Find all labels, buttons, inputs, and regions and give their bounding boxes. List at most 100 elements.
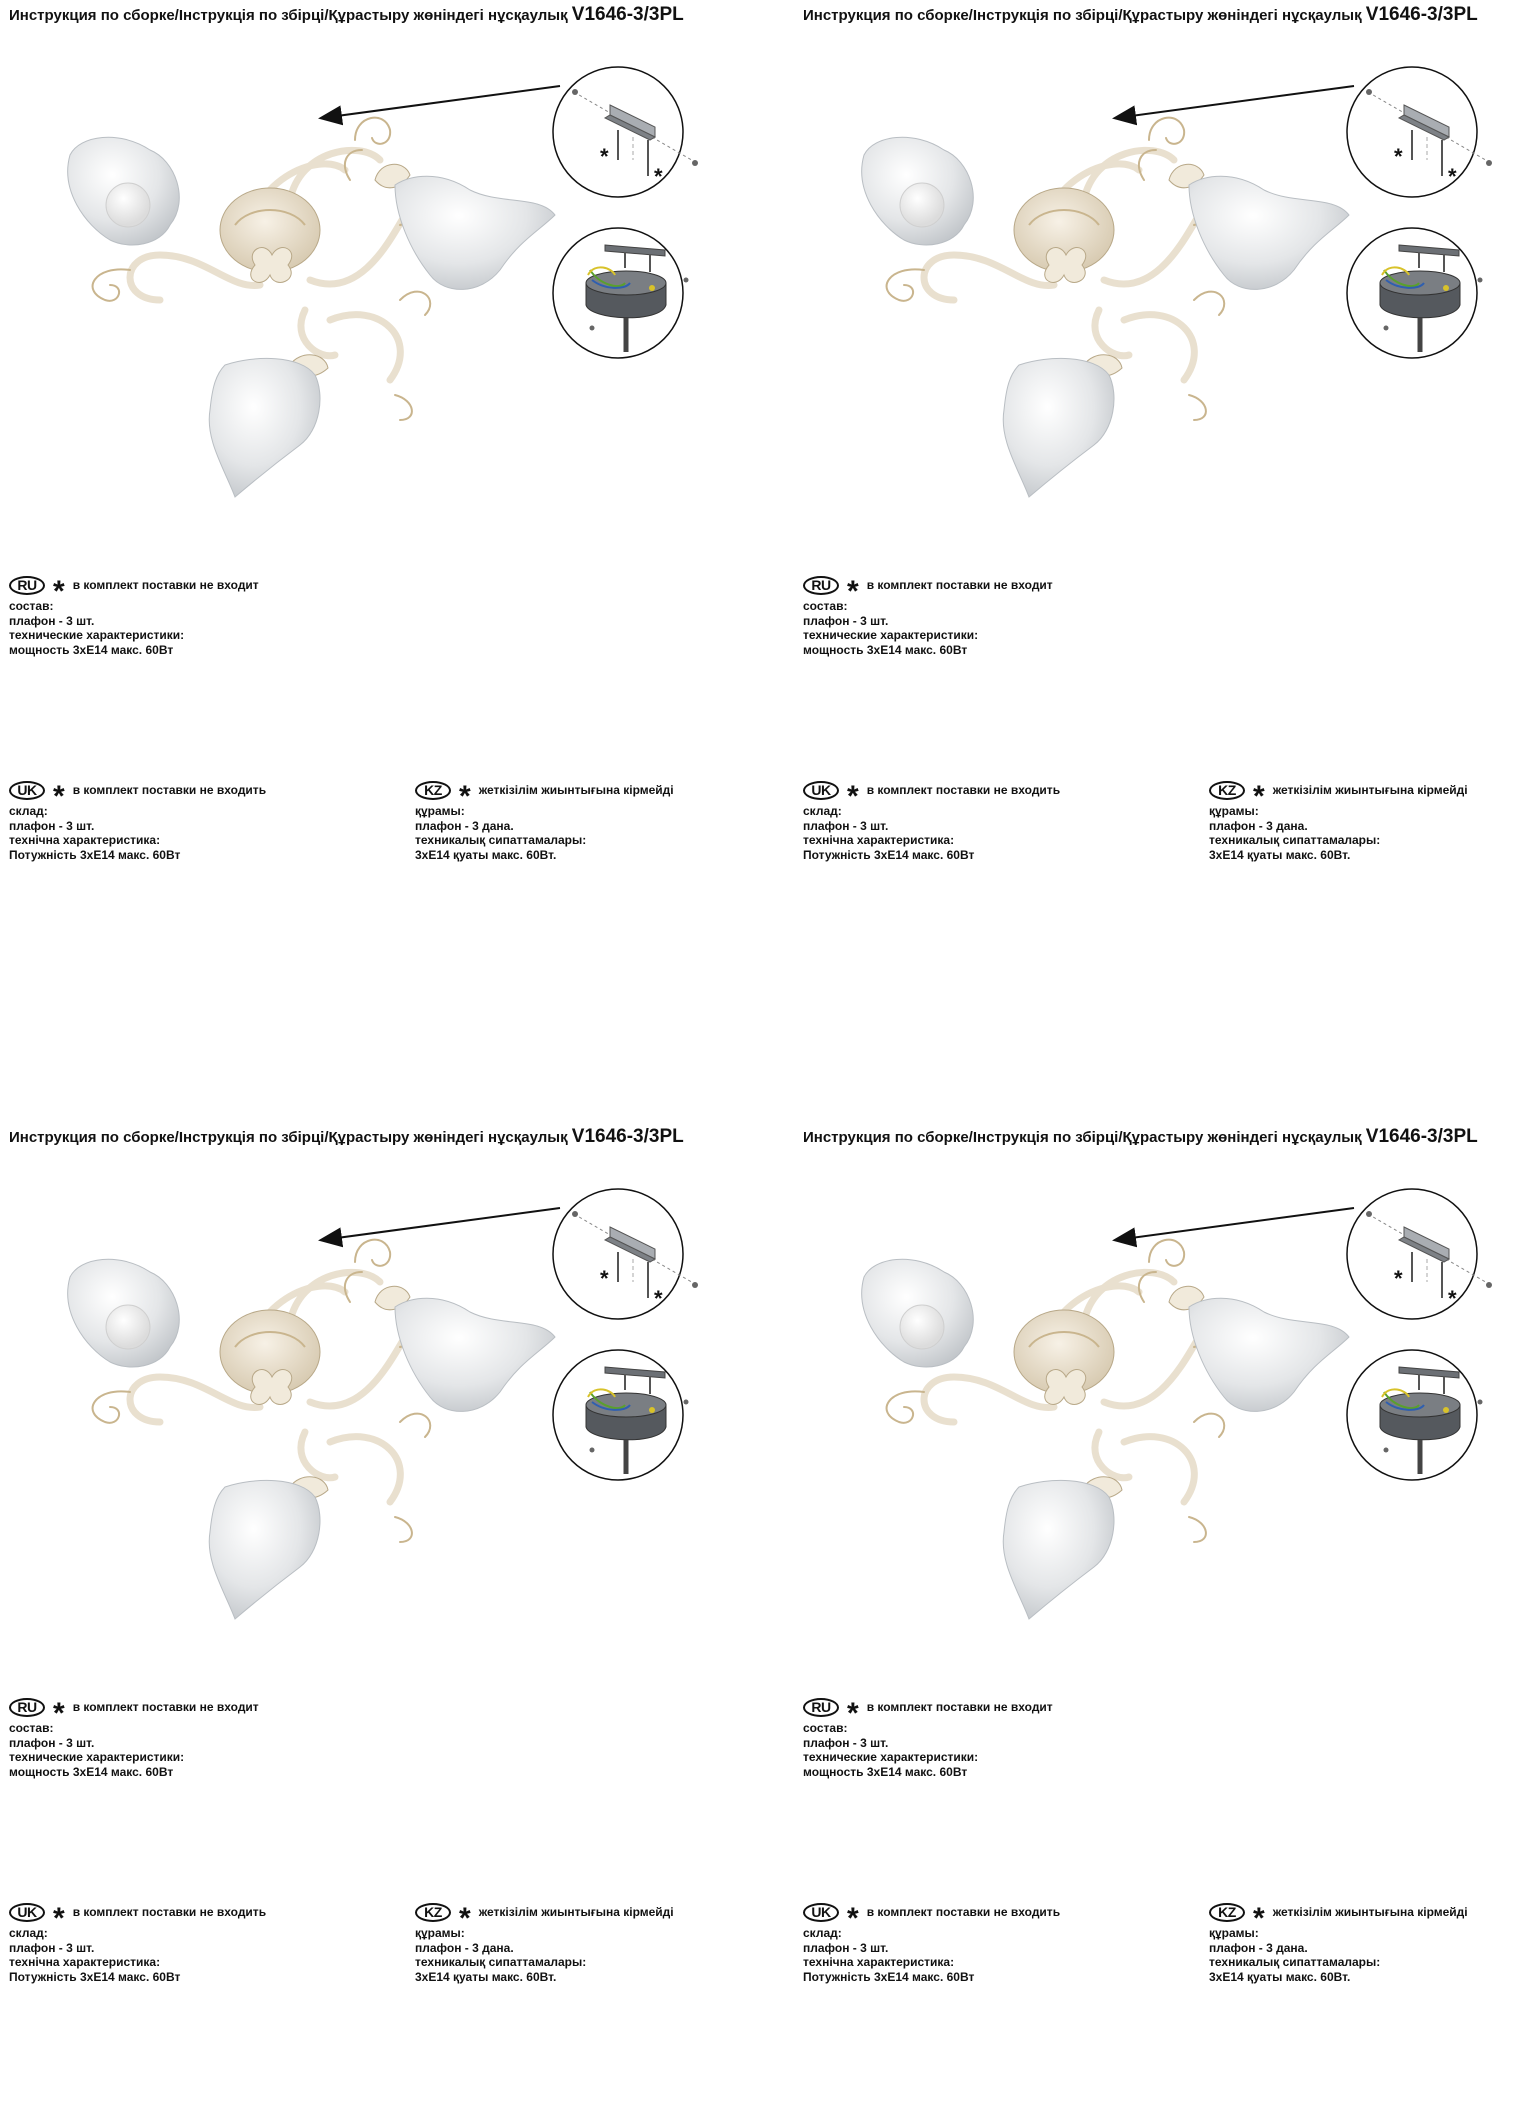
spec-line: 3хЕ14 қуаты макс. 60Вт. [415, 847, 557, 862]
section-kz: KZ * жеткізілім жиынтығына кірмейді құра… [415, 1900, 674, 1984]
instruction-panel-3: Инструкция по сборке/Інструкція по збірц… [0, 1122, 764, 2122]
not-included-asterisk: * [1448, 1286, 1457, 1311]
spec-line: склад: [9, 804, 48, 818]
wiring-detail-circle [552, 1349, 689, 1481]
language-badge-ru: RU [9, 575, 45, 595]
asterisk-icon: * [53, 780, 65, 813]
spec-line: мощность 3хЕ14 макс. 60Вт [803, 1764, 968, 1779]
spec-line: состав: [9, 1721, 54, 1735]
not-included-asterisk: * [1394, 1266, 1403, 1291]
spec-line: состав: [803, 1721, 848, 1735]
bracket-detail-circle: * * [1346, 1188, 1492, 1320]
assembly-illustration: * * [67, 1188, 698, 1620]
not-included-asterisk: * [1394, 144, 1403, 169]
chandelier-image [67, 1238, 556, 1620]
spec-line: состав: [9, 599, 54, 613]
spec-line: склад: [803, 804, 842, 818]
title-text: Инструкция по сборке/Інструкція по збірц… [9, 7, 568, 24]
wiring-detail-circle [1346, 1349, 1483, 1481]
not-included-note: в комплект поставки не входит [72, 1699, 259, 1714]
asterisk-icon: * [53, 1902, 65, 1935]
not-included-note: в комплект поставки не входить [72, 782, 267, 797]
spec-line: құрамы: [415, 1926, 465, 1940]
not-included-note: в комплект поставки не входить [866, 782, 1061, 797]
asterisk-icon: * [847, 1697, 859, 1730]
spec-line: құрамы: [415, 804, 465, 818]
model-number: V1646-3/3PL [571, 1126, 684, 1147]
not-included-note: жеткізілім жиынтығына кірмейді [1272, 782, 1468, 797]
asterisk-icon: * [1253, 1902, 1265, 1935]
chandelier-image [67, 116, 556, 498]
not-included-note: жеткізілім жиынтығына кірмейді [1272, 1904, 1468, 1919]
spec-line: плафон - 3 шт. [9, 613, 95, 628]
chandelier-image [861, 116, 1350, 498]
title-text: Инструкция по сборке/Інструкція по збірц… [9, 1129, 568, 1146]
spec-line: плафон - 3 шт. [9, 1735, 95, 1750]
not-included-note: жеткізілім жиынтығына кірмейді [478, 782, 674, 797]
spec-line: Потужність 3хЕ14 макс. 60Вт [9, 847, 181, 862]
spec-line: состав: [803, 599, 848, 613]
spec-line: технічна характеристика: [803, 833, 955, 847]
direction-arrow [318, 1207, 561, 1248]
spec-line: плафон - 3 дана. [1209, 1940, 1308, 1955]
instruction-title: Инструкция по сборке/Інструкція по збірц… [9, 4, 684, 26]
spec-line: Потужність 3хЕ14 макс. 60Вт [803, 847, 975, 862]
language-badge-kz: KZ [1209, 780, 1245, 800]
bracket-detail-circle: * * [1346, 66, 1492, 198]
section-uk: UK * в комплект поставки не входить скла… [803, 1900, 1060, 1984]
language-badge-kz: KZ [1209, 1902, 1245, 1922]
spec-line: плафон - 3 шт. [9, 1940, 95, 1955]
direction-arrow [1112, 1207, 1355, 1248]
spec-line: плафон - 3 шт. [9, 818, 95, 833]
spec-line: склад: [9, 1926, 48, 1940]
language-badge-ru: RU [803, 1697, 839, 1717]
spec-line: плафон - 3 шт. [803, 1940, 889, 1955]
model-number: V1646-3/3PL [1365, 1126, 1478, 1147]
instruction-title: Инструкция по сборке/Інструкція по збірц… [9, 1126, 684, 1148]
chandelier-image [861, 1238, 1350, 1620]
not-included-note: в комплект поставки не входит [866, 577, 1053, 592]
language-badge-uk: UK [9, 780, 45, 800]
instruction-panel-2: Инструкция по сборке/Інструкція по збірц… [794, 0, 1528, 1000]
not-included-asterisk: * [600, 1266, 609, 1291]
not-included-note: в комплект поставки не входить [866, 1904, 1061, 1919]
spec-line: мощность 3хЕ14 макс. 60Вт [9, 1764, 174, 1779]
title-text: Инструкция по сборке/Інструкція по збірц… [803, 1129, 1362, 1146]
section-ru: RU * в комплект поставки не входит соста… [803, 573, 1053, 657]
language-badge-uk: UK [803, 1902, 839, 1922]
language-badge-ru: RU [803, 575, 839, 595]
spec-line: 3хЕ14 қуаты макс. 60Вт. [1209, 1969, 1351, 1984]
asterisk-icon: * [459, 780, 471, 813]
spec-line: техникалық сипаттамалары: [1209, 833, 1381, 847]
assembly-illustration: * * [67, 66, 698, 498]
spec-line: Потужність 3хЕ14 макс. 60Вт [803, 1969, 975, 1984]
spec-line: құрамы: [1209, 804, 1259, 818]
title-text: Инструкция по сборке/Інструкція по збірц… [803, 7, 1362, 24]
spec-line: плафон - 3 дана. [415, 818, 514, 833]
not-included-asterisk: * [600, 144, 609, 169]
language-badge-kz: KZ [415, 1902, 451, 1922]
direction-arrow [318, 85, 561, 126]
language-badge-ru: RU [9, 1697, 45, 1717]
spec-line: технические характеристики: [803, 1750, 979, 1764]
section-kz: KZ * жеткізілім жиынтығына кірмейді құра… [1209, 1900, 1468, 1984]
instruction-title: Инструкция по сборке/Інструкція по збірц… [803, 4, 1478, 26]
model-number: V1646-3/3PL [571, 4, 684, 25]
not-included-note: в комплект поставки не входит [866, 1699, 1053, 1714]
spec-line: технічна характеристика: [9, 833, 161, 847]
spec-line: техникалық сипаттамалары: [415, 1955, 587, 1969]
spec-line: плафон - 3 шт. [803, 613, 889, 628]
asterisk-icon: * [53, 1697, 65, 1730]
language-badge-uk: UK [9, 1902, 45, 1922]
spec-line: мощность 3хЕ14 макс. 60Вт [9, 642, 174, 657]
not-included-asterisk: * [1448, 164, 1457, 189]
bracket-detail-circle: * * [552, 66, 698, 198]
section-uk: UK * в комплект поставки не входить скла… [803, 778, 1060, 862]
section-ru: RU * в комплект поставки не входит соста… [9, 573, 259, 657]
spec-line: технічна характеристика: [9, 1955, 161, 1969]
spec-line: плафон - 3 дана. [1209, 818, 1308, 833]
spec-line: құрамы: [1209, 1926, 1259, 1940]
assembly-illustration: * * [861, 1188, 1492, 1620]
section-uk: UK * в комплект поставки не входить скла… [9, 778, 266, 862]
section-kz: KZ * жеткізілім жиынтығына кірмейді құра… [415, 778, 674, 862]
